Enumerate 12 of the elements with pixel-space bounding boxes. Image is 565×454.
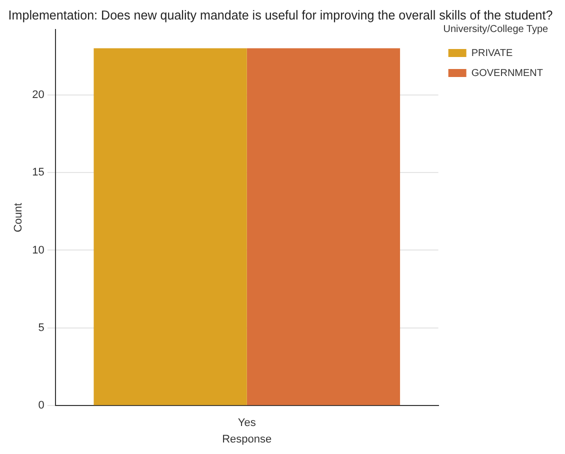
chart-title: Implementation: Does new quality mandate is useful for improving the overall skills of the student?	[8, 7, 553, 22]
legend-title: University/College Type	[443, 24, 549, 35]
y-tick-label: 10	[32, 244, 44, 256]
legend-label: GOVERNMENT	[471, 68, 543, 79]
x-tick-label: Yes	[238, 417, 256, 430]
y-tick-label: 15	[32, 166, 44, 179]
legend-label: PRIVATE	[471, 48, 513, 59]
y-tick-label: 0	[38, 400, 44, 412]
y-tick-label: 5	[38, 322, 44, 334]
x-axis-title: Response	[222, 433, 272, 446]
y-tick-label: 20	[32, 88, 44, 101]
y-axis-title: Count	[12, 202, 25, 232]
